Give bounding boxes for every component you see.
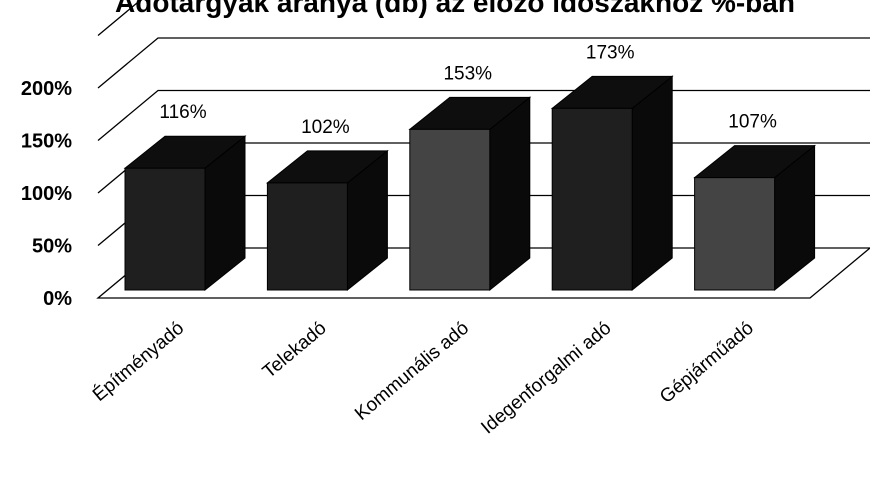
bar xyxy=(693,144,817,292)
data-label: 102% xyxy=(301,117,350,138)
y-tick-label: 0% xyxy=(43,288,72,310)
chart-title: Adótárgyak aránya (db) az előző időszakh… xyxy=(115,0,795,18)
data-labels: 116% 102% 153% 173% 107% xyxy=(159,42,777,138)
bar-side xyxy=(489,96,531,292)
category-label: Telekadó xyxy=(259,318,331,383)
bar-front xyxy=(409,128,491,291)
category-label: Építményadó xyxy=(89,318,188,406)
data-label: 107% xyxy=(728,112,777,133)
category-label: Gépjárműadó xyxy=(656,318,758,408)
y-tick-label: 150% xyxy=(21,131,72,153)
gridline xyxy=(97,0,142,36)
bar-side xyxy=(631,75,673,292)
data-label: 173% xyxy=(586,42,635,63)
bars xyxy=(123,75,817,292)
gridline xyxy=(97,37,870,89)
data-label: 153% xyxy=(443,63,492,84)
bar xyxy=(265,149,389,292)
category-label: Idegenforgalmi adó xyxy=(477,318,615,439)
bar xyxy=(550,75,674,292)
bar-front xyxy=(266,182,348,291)
bar-front xyxy=(694,177,776,291)
bar xyxy=(123,135,247,292)
bar-front xyxy=(124,167,206,291)
category-label: Kommunális adó xyxy=(351,318,473,425)
y-tick-label: 100% xyxy=(21,183,72,205)
y-axis-ticks: 0% 50% 100% 150% 200% xyxy=(21,78,72,310)
x-axis-categories: Építményadó Telekadó Kommunális adó Idegenf… xyxy=(89,318,758,439)
y-tick-label: 50% xyxy=(32,236,72,258)
data-label: 116% xyxy=(159,102,206,123)
bar xyxy=(408,96,532,292)
y-tick-label: 200% xyxy=(21,78,72,100)
bar-front xyxy=(551,107,633,291)
